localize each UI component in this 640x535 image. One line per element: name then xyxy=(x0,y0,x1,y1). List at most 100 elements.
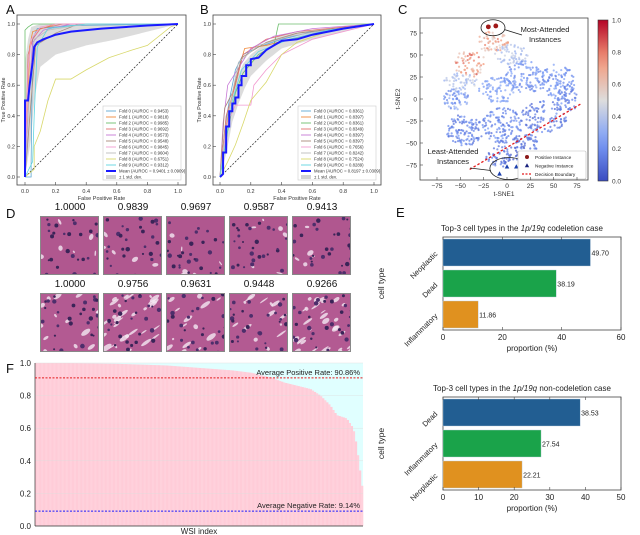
cell-nucleus xyxy=(53,295,56,298)
scatter-point xyxy=(514,52,517,55)
scatter-point xyxy=(470,53,474,57)
average-positive-rate-label: Average Positive Rate: 90.86% xyxy=(256,368,360,377)
scatter-point xyxy=(499,46,502,49)
wsi-positive-bar xyxy=(237,371,241,526)
cell-nucleus xyxy=(56,324,60,328)
wsi-positive-bar xyxy=(125,364,128,526)
scatter-point xyxy=(536,125,539,129)
scatter-point xyxy=(470,138,473,141)
legend: Fold 0 (AUROC = 0.8361)Fold 1 (AUROC = 0… xyxy=(297,105,381,181)
tissue-space xyxy=(193,324,199,330)
scatter-point xyxy=(536,77,539,80)
scatter-point xyxy=(557,73,560,76)
wsi-positive-bar xyxy=(209,368,212,526)
scatter-point xyxy=(559,82,562,85)
scatter-point xyxy=(510,89,513,92)
tissue-space xyxy=(75,294,84,298)
tissue-space xyxy=(87,344,95,350)
cell-nucleus xyxy=(134,273,137,274)
cell-nucleus xyxy=(348,233,350,238)
scatter-point xyxy=(504,89,507,92)
cell-nucleus xyxy=(238,246,241,250)
cell-nucleus xyxy=(257,331,263,336)
cell-nucleus xyxy=(237,234,241,238)
legend-entry: Fold 7 (AUROC = 0.8242) xyxy=(314,151,364,156)
scatter-point xyxy=(564,100,567,103)
y-tick-label: 1.0 xyxy=(20,359,32,368)
scatter-point xyxy=(459,132,462,135)
scatter-point xyxy=(523,144,526,147)
scatter-point xyxy=(504,100,508,103)
scatter-point xyxy=(465,130,468,133)
cell-nucleus xyxy=(257,254,262,259)
cell-nucleus xyxy=(49,257,54,262)
scatter-point xyxy=(515,58,518,61)
cell-nucleus xyxy=(209,271,212,274)
cell-nucleus xyxy=(214,272,218,274)
category-label: Neoplastic xyxy=(408,471,439,502)
bar-value-label: 49.70 xyxy=(591,251,609,258)
cell-nucleus xyxy=(107,245,111,249)
negative-instance-marker xyxy=(497,171,502,176)
scatter-point xyxy=(458,139,461,142)
scatter-point xyxy=(527,136,530,139)
scatter-point xyxy=(520,85,523,88)
scatter-point xyxy=(542,100,546,103)
scatter-point xyxy=(482,85,485,88)
tissue-space xyxy=(123,294,129,299)
scatter-point xyxy=(460,57,463,60)
cell-nucleus xyxy=(349,310,350,312)
scatter-point xyxy=(506,78,509,81)
scatter-point xyxy=(568,107,571,110)
cell-nucleus xyxy=(222,241,224,244)
scatter-point xyxy=(494,155,497,159)
tissue-space xyxy=(297,336,306,344)
scatter-point xyxy=(494,162,497,165)
scatter-point xyxy=(464,71,468,74)
x-tick-label: 0.2 xyxy=(247,189,255,195)
scatter-point xyxy=(525,79,528,82)
cell-nucleus xyxy=(46,299,50,303)
positive-instance-marker xyxy=(485,24,491,30)
scatter-point xyxy=(455,135,458,138)
cell-nucleus xyxy=(55,265,60,269)
scatter-point xyxy=(539,100,542,104)
wsi-positive-bar xyxy=(84,363,87,526)
x-tick-label: −25 xyxy=(478,183,489,190)
tissue-space xyxy=(297,341,302,345)
cell-nucleus xyxy=(329,322,335,327)
cell-nucleus xyxy=(178,266,181,269)
cell-nucleus xyxy=(327,252,332,256)
scatter-point xyxy=(499,121,502,124)
histology-tile xyxy=(103,293,162,352)
scatter-point xyxy=(538,125,541,128)
scatter-point xyxy=(562,81,565,84)
scatter-point xyxy=(443,79,446,82)
tissue-space xyxy=(333,297,340,303)
scatter-point xyxy=(514,55,517,58)
cell-nucleus xyxy=(171,264,176,269)
cell-nucleus xyxy=(343,303,348,308)
scatter-point xyxy=(520,75,523,78)
wsi-positive-bar xyxy=(211,368,214,526)
tissue-space xyxy=(151,333,160,340)
cell-nucleus xyxy=(138,332,142,336)
cell-nucleus xyxy=(155,222,159,226)
scatter-point xyxy=(554,77,558,80)
y-tick-label: 1.0 xyxy=(203,22,211,28)
y-tick-label: 50 xyxy=(410,52,418,59)
scatter-point xyxy=(457,90,460,93)
scatter-point xyxy=(468,139,471,142)
scatter-point xyxy=(490,48,493,51)
scatter-point xyxy=(560,123,564,126)
cell-nucleus xyxy=(217,330,221,334)
tissue-space xyxy=(128,328,138,336)
scatter-point xyxy=(455,106,458,109)
tissue-space xyxy=(333,317,339,322)
legend-entry: Fold 9 (AUROC = 0.8289) xyxy=(314,163,364,168)
y-tick-label: 0.4 xyxy=(203,114,211,120)
scatter-point xyxy=(493,78,496,82)
legend-entry: Negative Instance xyxy=(535,163,574,169)
tissue-background xyxy=(104,217,161,274)
scatter-point xyxy=(510,146,513,149)
